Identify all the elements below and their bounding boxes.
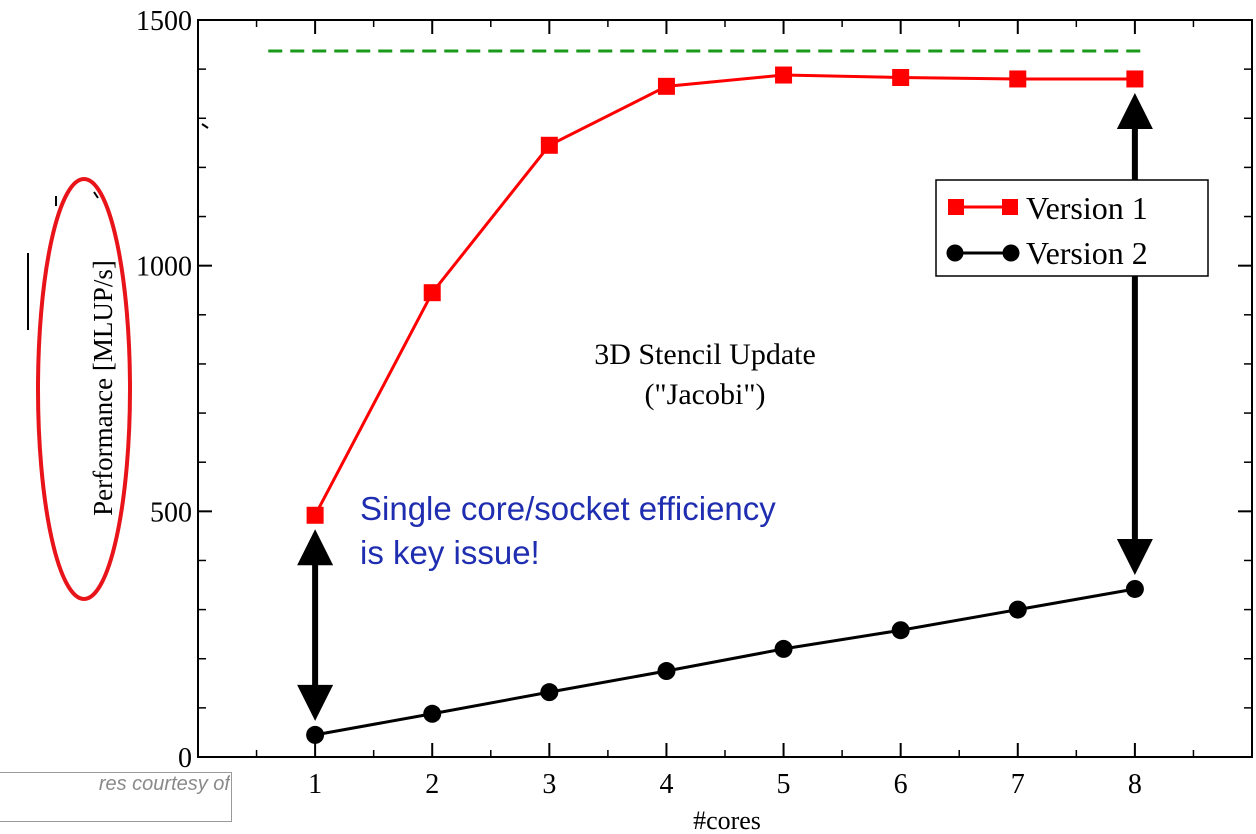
- annotation-title-line-1: 3D Stencil Update: [594, 338, 816, 371]
- image-credit-caption: res courtesy of: [98, 773, 230, 795]
- data-point-version-1: [540, 136, 558, 154]
- legend: Version 1 Version 2: [935, 179, 1209, 277]
- x-tick-label: 1: [308, 769, 322, 800]
- data-point-version-1: [1126, 70, 1144, 88]
- data-point-version-2: [1008, 600, 1027, 619]
- gap-arrow-head-up-1: [297, 529, 334, 566]
- legend-marker-version-2-a: [946, 244, 964, 262]
- y-tick-label: 500: [150, 497, 192, 528]
- series-line-version-2: [314, 587, 1136, 737]
- series-line-version-1: [313, 73, 1135, 516]
- data-point-version-2: [423, 704, 442, 723]
- data-point-version-2: [774, 639, 793, 658]
- x-tick-label: 3: [542, 769, 556, 800]
- legend-marker-version-1-b: [1002, 199, 1018, 215]
- x-axis-label: #cores: [693, 806, 761, 834]
- annotations: 3D Stencil Update ("Jacobi") Single core…: [360, 338, 816, 571]
- legend-box: [935, 179, 1209, 277]
- x-tick-label: 5: [777, 769, 791, 800]
- y-tick-label: 1000: [136, 252, 192, 283]
- data-point-version-1: [423, 284, 441, 302]
- y-axis-label: Performance [MLUP/s]: [88, 260, 118, 516]
- x-tick-label: 8: [1128, 769, 1142, 800]
- x-tick-label: 4: [659, 769, 673, 800]
- data-point-version-2: [891, 621, 910, 640]
- legend-label-version-1: Version 1: [1026, 190, 1148, 226]
- gap-arrow-head-down-2: [1116, 538, 1153, 575]
- data-point-version-2: [1125, 579, 1144, 598]
- legend-label-version-2: Version 2: [1026, 235, 1148, 271]
- data-point-version-2: [306, 725, 325, 744]
- legend-marker-version-1-a: [948, 199, 964, 215]
- series-layer: [306, 66, 1144, 744]
- ylabel-highlight-ellipse: [36, 177, 132, 601]
- legend-marker-version-2-b: [1002, 244, 1020, 262]
- annotation-title-line-2: ("Jacobi"): [644, 378, 765, 411]
- y-tick-label: 0: [178, 743, 192, 774]
- data-point-version-1: [1009, 70, 1027, 88]
- data-point-version-1: [306, 506, 324, 524]
- axes: 1 2 3 4 5 6 7 8 0 500 1000 1500: [136, 6, 1253, 800]
- x-tick-label: 6: [894, 769, 908, 800]
- callout-line-2: is key issue!: [360, 534, 540, 571]
- gap-arrow-head-up-2: [1116, 92, 1153, 129]
- x-tick-label: 2: [425, 769, 439, 800]
- caption-box: [0, 772, 232, 822]
- data-point-version-2: [657, 662, 676, 681]
- gap-arrow-head-down-1: [297, 684, 334, 721]
- callout-line-1: Single core/socket efficiency: [360, 490, 776, 527]
- stray-marks: [27, 123, 209, 330]
- data-point-version-1: [657, 77, 675, 95]
- data-point-version-1: [892, 68, 910, 86]
- y-tick-label: 1500: [136, 6, 192, 37]
- data-point-version-1: [775, 66, 793, 84]
- axis-labels: #cores Performance [MLUP/s]: [88, 260, 761, 834]
- data-point-version-2: [540, 683, 559, 702]
- x-tick-label: 7: [1011, 769, 1025, 800]
